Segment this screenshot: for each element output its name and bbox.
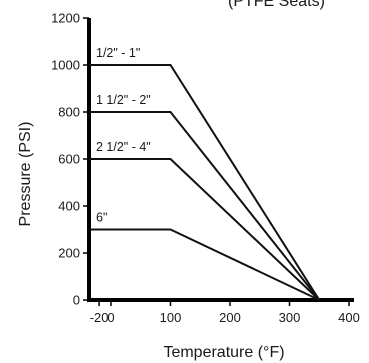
series-label: 2 1/2" - 4" <box>96 140 151 154</box>
y-tick-label: 0 <box>73 293 80 308</box>
x-tick-label: -20 <box>90 310 109 325</box>
x-tick-label: 400 <box>338 310 360 325</box>
x-axis-title: Temperature (°F) <box>163 344 284 361</box>
series-line <box>89 64 321 301</box>
x-tick-label: 200 <box>219 310 241 325</box>
x-axis: -200 100 200 300 400 <box>87 298 360 325</box>
y-axis: 0 200 400 600 800 1000 1200 <box>51 11 91 308</box>
series-label: 1 1/2" - 2" <box>96 93 151 107</box>
series-labels: 1/2" - 1" 1 1/2" - 2" 2 1/2" - 4" 6" <box>96 46 151 225</box>
series-label: 1/2" - 1" <box>96 46 140 60</box>
y-tick-label: 200 <box>58 246 80 261</box>
series-line <box>89 228 320 301</box>
series-lines <box>89 64 321 301</box>
series-line <box>89 111 321 301</box>
y-tick-label: 1200 <box>51 11 80 26</box>
series-label: 6" <box>96 211 107 225</box>
y-tick-label: 600 <box>58 152 80 167</box>
series-line <box>89 158 320 301</box>
chart-title: (PTFE Seats) <box>228 0 325 10</box>
x-tick-label: 100 <box>160 310 182 325</box>
x-tick-label: 300 <box>279 310 301 325</box>
x-tick-label: 0 <box>107 310 114 325</box>
y-tick-label: 800 <box>58 105 80 120</box>
y-axis-title: Pressure (PSI) <box>17 122 34 227</box>
y-tick-label: 1000 <box>51 58 80 73</box>
y-tick-label: 400 <box>58 199 80 214</box>
